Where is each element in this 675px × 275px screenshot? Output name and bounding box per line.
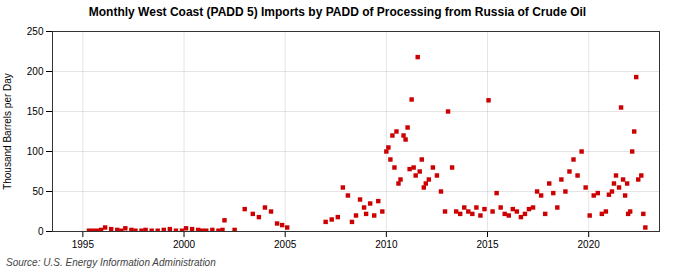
svg-text:150: 150 [27,106,44,117]
svg-text:250: 250 [27,26,44,37]
svg-text:2020: 2020 [578,239,601,250]
svg-text:50: 50 [32,186,44,197]
svg-text:2005: 2005 [274,239,297,250]
svg-text:Thousand Barrels per Day: Thousand Barrels per Day [2,73,13,190]
svg-text:2010: 2010 [375,239,398,250]
html-text:Source: U.S. Energy Informatio: Source: U.S. Energy Information Administ… [6,257,216,268]
html-text:Monthly West Coast (PADD 5) Im: Monthly West Coast (PADD 5) Imports by P… [88,5,587,19]
svg-text:0: 0 [38,226,44,237]
svg-text:2000: 2000 [173,239,196,250]
svg-text:2015: 2015 [476,239,499,250]
svg-text:200: 200 [27,66,44,77]
svg-text:100: 100 [27,146,44,157]
svg-text:1995: 1995 [72,239,95,250]
